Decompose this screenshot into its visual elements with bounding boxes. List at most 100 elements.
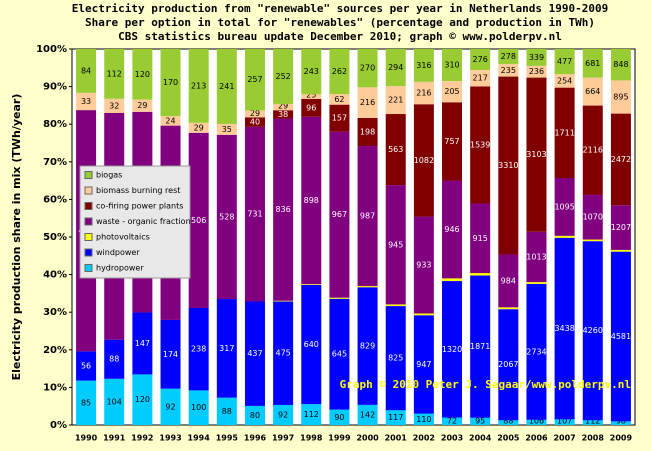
data-label: 3438	[554, 324, 574, 333]
bar-segment	[498, 76, 519, 255]
data-label: 276	[473, 55, 488, 64]
data-label: 32	[109, 101, 119, 110]
y-tick-label: 10%	[43, 382, 67, 393]
y-tick-label: 20%	[43, 345, 67, 356]
data-label: 437	[247, 349, 262, 358]
data-label: 310	[444, 61, 459, 70]
bar-segment	[498, 63, 519, 77]
bar-segment	[385, 185, 406, 305]
bar-segment	[470, 203, 491, 274]
bar-segment	[301, 284, 322, 405]
bar-segment	[216, 123, 237, 135]
data-label: 216	[416, 89, 431, 98]
data-label: 947	[416, 360, 431, 369]
bar-segment	[498, 254, 519, 308]
bar-segment	[76, 92, 97, 111]
bar-segment	[385, 86, 406, 115]
x-tick-label: 2001	[385, 434, 408, 443]
data-label: 216	[360, 98, 375, 107]
legend-swatch	[84, 264, 93, 272]
bar-segment	[329, 297, 350, 299]
data-label: 217	[473, 74, 488, 83]
data-label: 35	[222, 125, 232, 134]
bar-segment	[132, 99, 153, 112]
bar-segment	[273, 118, 294, 301]
bar-segment	[610, 205, 631, 250]
bar-segment	[413, 49, 434, 82]
legend-box	[79, 165, 191, 279]
data-label: 106	[529, 417, 544, 426]
data-label: 238	[191, 345, 206, 354]
bar-segment	[244, 110, 265, 118]
bar-segment	[329, 94, 350, 105]
bar-segment	[554, 235, 575, 238]
bar-segment	[498, 420, 519, 425]
data-label: 236	[529, 67, 544, 76]
bar-segment	[357, 87, 378, 118]
bar-segment	[160, 49, 181, 117]
bar-segment	[610, 80, 631, 114]
x-tick-label: 2008	[582, 434, 605, 443]
bar-segment	[470, 273, 491, 276]
bar-segment	[442, 417, 463, 425]
bar-segment	[413, 216, 434, 314]
bar-segment	[357, 49, 378, 88]
bar-segment	[526, 77, 547, 232]
data-label: 848	[613, 60, 628, 69]
bar-segment	[442, 102, 463, 181]
data-label: 40	[250, 118, 260, 127]
bar-segment	[301, 116, 322, 285]
data-label: 316	[416, 61, 431, 70]
data-label: 100	[191, 403, 206, 412]
y-tick-label: 0%	[50, 420, 67, 431]
data-label: 29	[137, 101, 147, 110]
bar-segment	[385, 304, 406, 307]
title-line: CBS statistics bureau update December 20…	[118, 30, 562, 43]
bar-segment	[132, 49, 153, 100]
bar-segment	[160, 319, 181, 389]
bar-segment	[76, 380, 97, 425]
bar-segment	[470, 417, 491, 425]
bar-segment	[357, 404, 378, 425]
data-label: 147	[135, 339, 150, 348]
data-label: 640	[304, 340, 319, 349]
data-label: 205	[444, 87, 459, 96]
bar-segment	[301, 404, 322, 425]
data-label: 213	[191, 81, 206, 90]
data-label: 664	[585, 87, 600, 96]
annotation: Graph © 2010 Peter J. Segaar/www.polderp…	[340, 378, 631, 391]
x-tick-label: 1997	[272, 434, 294, 443]
title-line: Electricity production from "renewable" …	[72, 2, 608, 15]
bar-segment	[610, 49, 631, 81]
bar-segment	[442, 281, 463, 418]
bar-segment	[216, 49, 237, 124]
legend-swatch	[84, 202, 93, 210]
bar-segment	[385, 306, 406, 411]
bar-segment	[188, 122, 209, 133]
bar-segment	[498, 307, 519, 310]
legend-swatch	[84, 248, 93, 257]
bar-segment	[188, 390, 209, 425]
bar-segment	[160, 116, 181, 126]
bar-segment	[526, 65, 547, 78]
bar-segment	[554, 177, 575, 236]
bar-segment	[244, 49, 265, 111]
x-tick-label: 1994	[188, 434, 211, 443]
bar-segment	[329, 49, 350, 95]
bar-segment	[526, 282, 547, 284]
data-label: 257	[247, 75, 262, 84]
x-tick-label: 1998	[300, 434, 323, 443]
data-label: 1207	[611, 223, 631, 232]
x-tick-label: 1995	[216, 434, 239, 443]
data-label: 252	[275, 72, 290, 81]
data-label: 270	[360, 64, 375, 73]
x-tick-label: 2005	[497, 434, 520, 443]
data-label: 29	[278, 102, 288, 111]
x-tick-label: 2003	[441, 434, 463, 443]
bar-segment	[413, 81, 434, 105]
data-label: 898	[304, 196, 319, 205]
data-label: 221	[388, 96, 403, 105]
data-label: 1082	[414, 156, 434, 165]
data-label: 339	[529, 53, 544, 62]
bar-segment	[582, 194, 603, 240]
